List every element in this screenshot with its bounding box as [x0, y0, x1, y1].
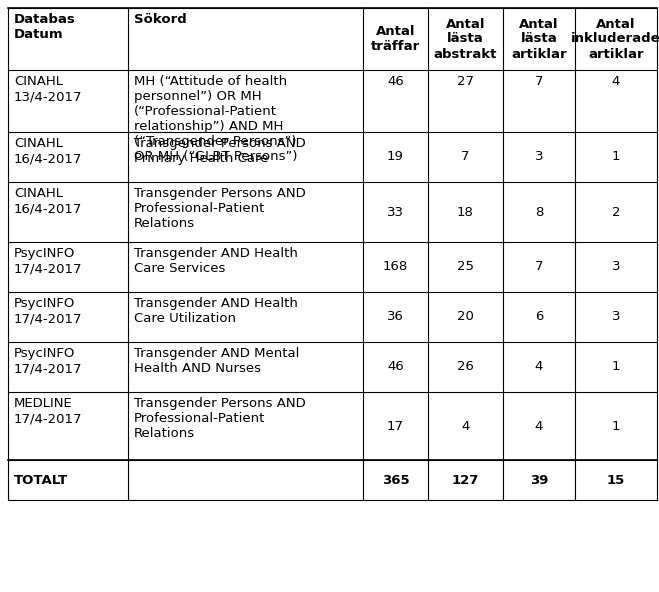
Text: 2: 2	[612, 205, 620, 218]
Text: 20: 20	[457, 310, 474, 323]
Text: 33: 33	[387, 205, 404, 218]
Text: 4: 4	[535, 361, 543, 374]
Text: Transgender Persons AND
Primary Health Care: Transgender Persons AND Primary Health C…	[134, 137, 306, 165]
Text: 26: 26	[457, 361, 474, 374]
Text: MH (“Attitude of health
personnel”) OR MH
(“Professional-Patient
relationship”) : MH (“Attitude of health personnel”) OR M…	[134, 75, 297, 163]
Text: Transgender Persons AND
Professional-Patient
Relations: Transgender Persons AND Professional-Pat…	[134, 187, 306, 230]
Text: Transgender AND Health
Care Utilization: Transgender AND Health Care Utilization	[134, 297, 298, 325]
Text: 46: 46	[387, 75, 404, 88]
Text: Antal
inkluderade
artiklar: Antal inkluderade artiklar	[571, 18, 659, 60]
Text: Antal
lästa
abstrakt: Antal lästa abstrakt	[434, 18, 497, 60]
Text: 18: 18	[457, 205, 474, 218]
Text: CINAHL
13/4-2017: CINAHL 13/4-2017	[14, 75, 82, 103]
Text: 365: 365	[382, 474, 409, 487]
Text: PsycINFO
17/4-2017: PsycINFO 17/4-2017	[14, 247, 82, 275]
Text: 7: 7	[461, 150, 470, 163]
Text: 4: 4	[461, 420, 470, 433]
Text: 1: 1	[612, 420, 620, 433]
Text: 4: 4	[535, 420, 543, 433]
Text: 3: 3	[534, 150, 543, 163]
Text: Antal
träffar: Antal träffar	[371, 25, 420, 53]
Text: 27: 27	[457, 75, 474, 88]
Text: Databas
Datum: Databas Datum	[14, 13, 76, 41]
Text: 25: 25	[457, 260, 474, 274]
Text: 1: 1	[612, 150, 620, 163]
Text: CINAHL
16/4-2017: CINAHL 16/4-2017	[14, 137, 82, 165]
Text: 3: 3	[612, 260, 620, 274]
Text: 36: 36	[387, 310, 404, 323]
Text: Transgender AND Health
Care Services: Transgender AND Health Care Services	[134, 247, 298, 275]
Text: Transgender AND Mental
Health AND Nurses: Transgender AND Mental Health AND Nurses	[134, 347, 299, 375]
Text: 1: 1	[612, 361, 620, 374]
Text: 15: 15	[607, 474, 625, 487]
Text: Sökord: Sökord	[134, 13, 186, 26]
Text: 127: 127	[452, 474, 479, 487]
Text: TOTALT: TOTALT	[14, 474, 68, 487]
Text: 46: 46	[387, 361, 404, 374]
Text: 39: 39	[530, 474, 548, 487]
Text: 7: 7	[534, 75, 543, 88]
Text: 19: 19	[387, 150, 404, 163]
Text: MEDLINE
17/4-2017: MEDLINE 17/4-2017	[14, 397, 82, 425]
Text: 4: 4	[612, 75, 620, 88]
Text: 3: 3	[612, 310, 620, 323]
Text: Transgender Persons AND
Professional-Patient
Relations: Transgender Persons AND Professional-Pat…	[134, 397, 306, 440]
Text: 17: 17	[387, 420, 404, 433]
Text: 8: 8	[535, 205, 543, 218]
Text: 6: 6	[535, 310, 543, 323]
Text: PsycINFO
17/4-2017: PsycINFO 17/4-2017	[14, 347, 82, 375]
Text: 168: 168	[383, 260, 408, 274]
Text: PsycINFO
17/4-2017: PsycINFO 17/4-2017	[14, 297, 82, 325]
Text: 7: 7	[534, 260, 543, 274]
Text: Antal
lästa
artiklar: Antal lästa artiklar	[511, 18, 567, 60]
Text: CINAHL
16/4-2017: CINAHL 16/4-2017	[14, 187, 82, 215]
